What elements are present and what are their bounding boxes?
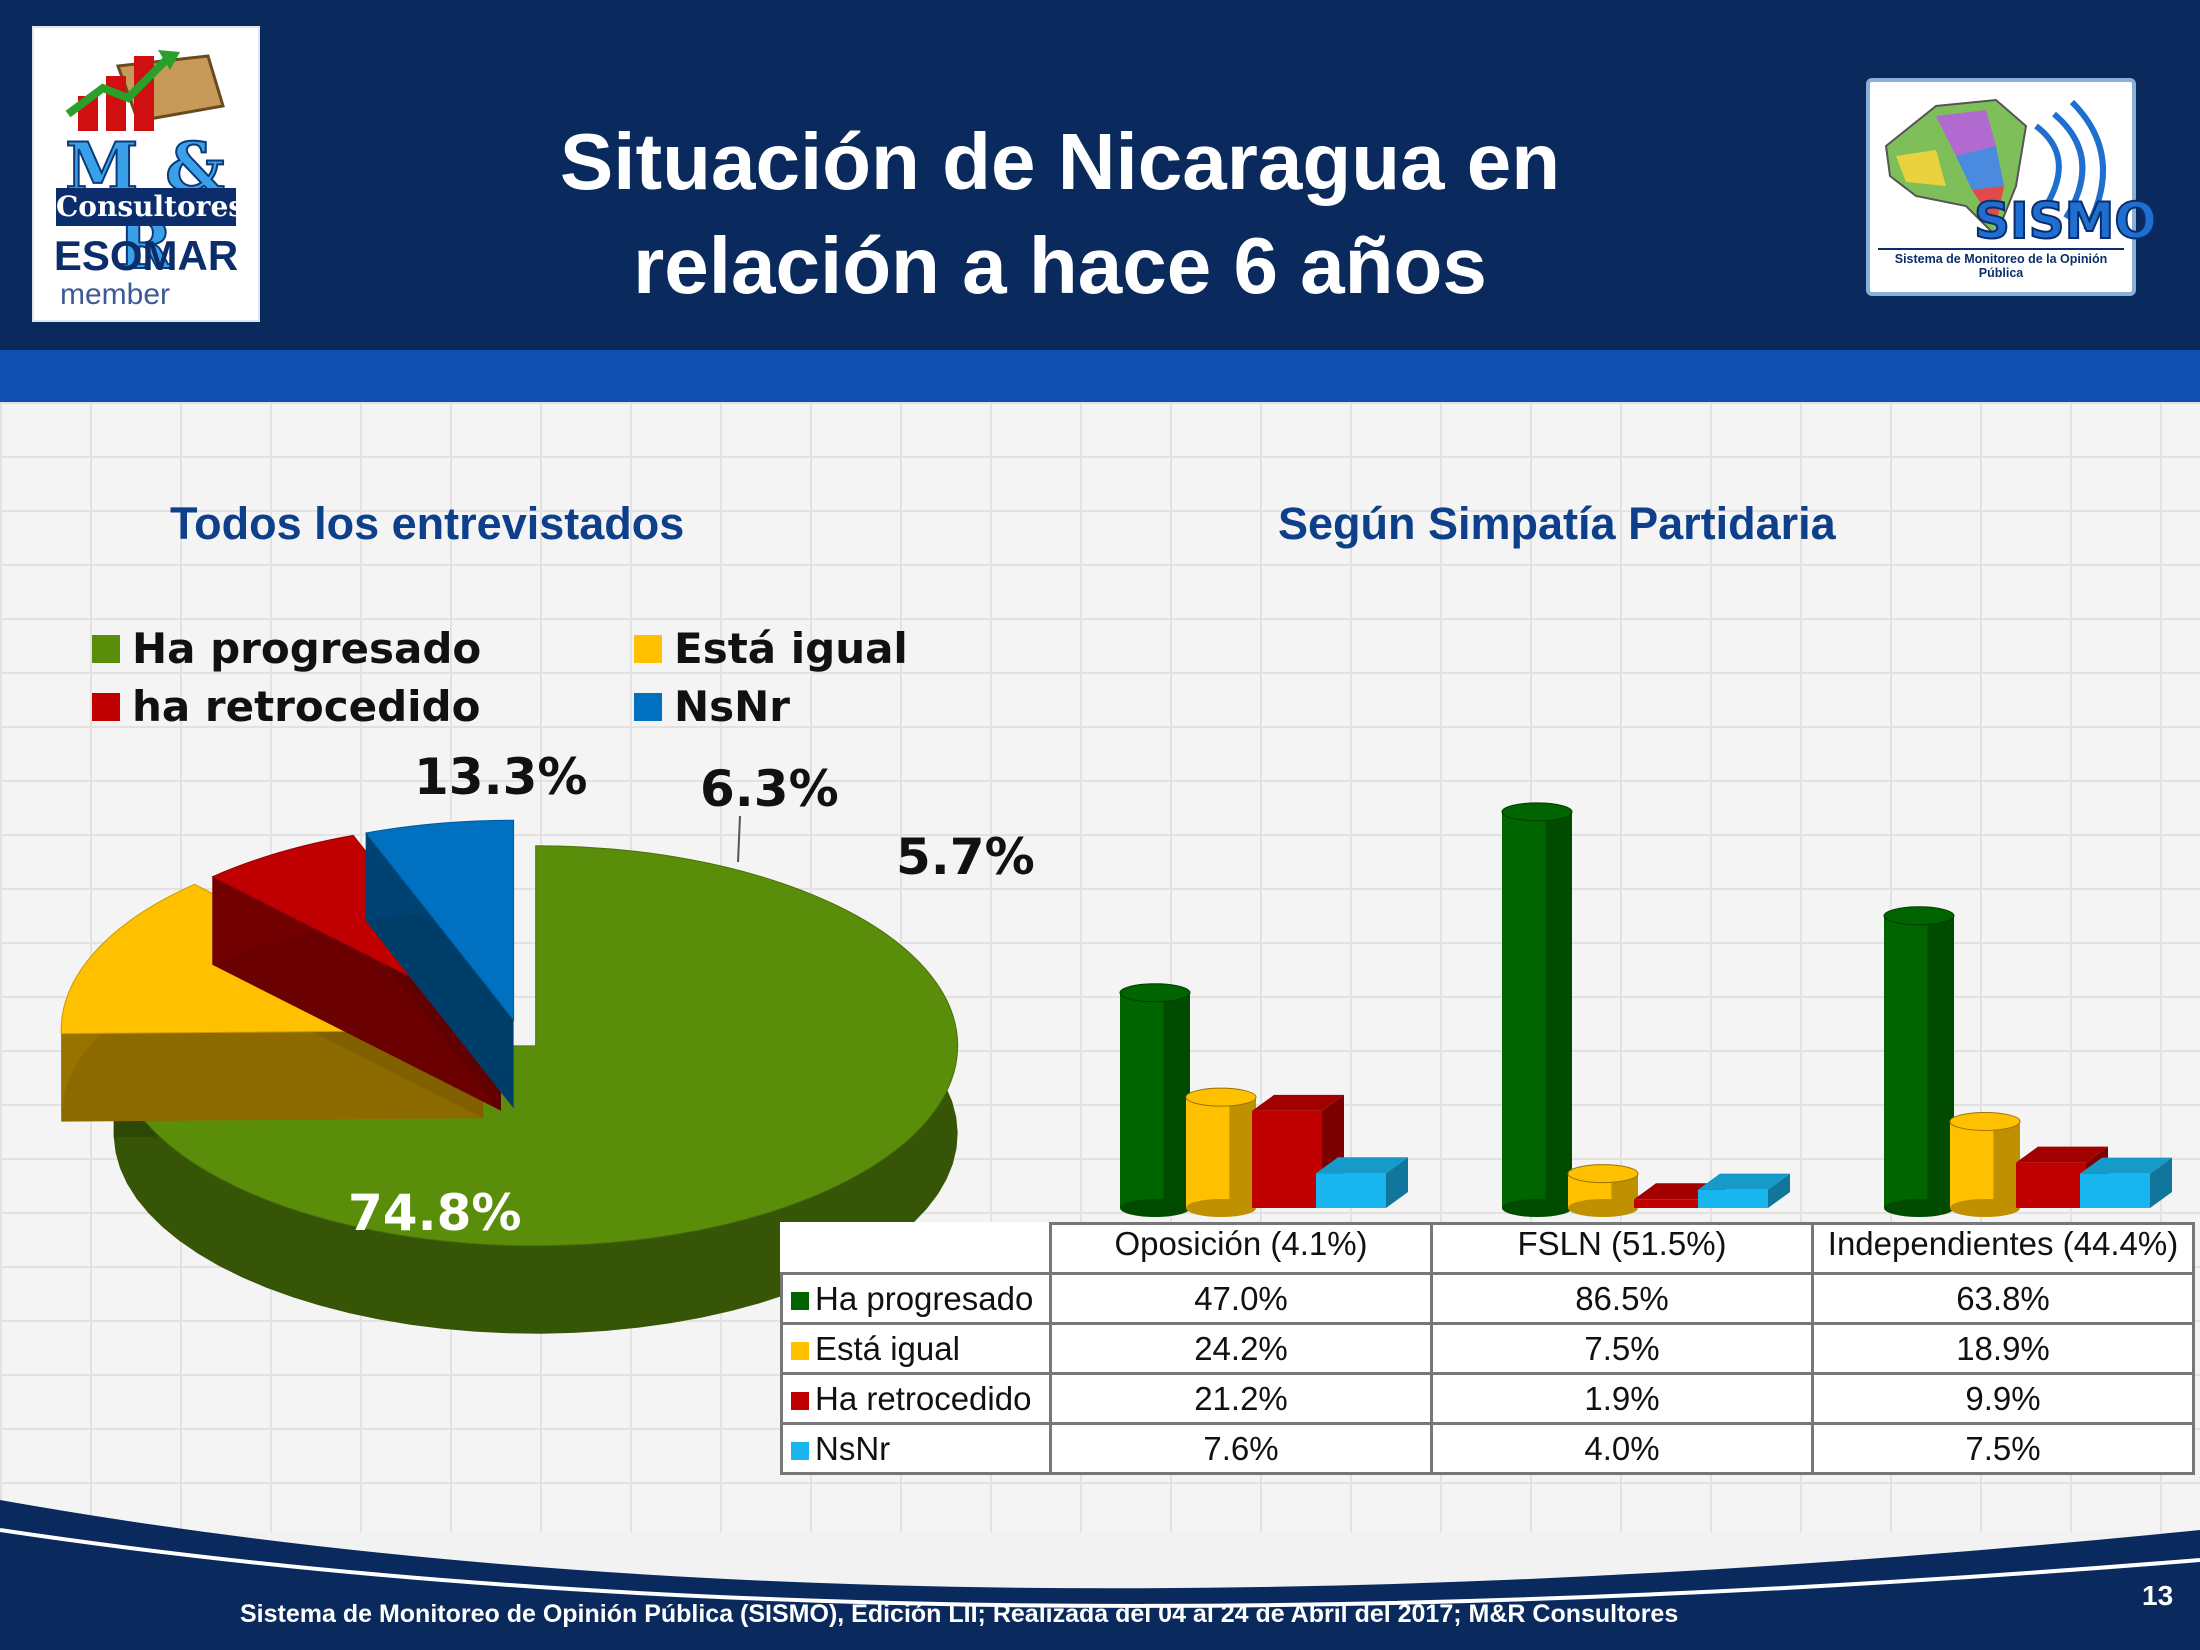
row-label-igual: Está igual bbox=[780, 1322, 1052, 1375]
chart-arrow-icon bbox=[65, 50, 225, 131]
legend-label: Está igual bbox=[674, 624, 908, 673]
consultores-logo-text: Consultores bbox=[56, 188, 244, 226]
header-band bbox=[0, 0, 2200, 350]
bar-nsnr-2 bbox=[2080, 1157, 2172, 1208]
table-row: Ha retrocedido 21.2% 1.9% 9.9% bbox=[780, 1372, 2195, 1425]
legend-label: ha retrocedido bbox=[132, 682, 481, 731]
bar-retrocedido-0 bbox=[1252, 1094, 1344, 1208]
row-label-progresado: Ha progresado bbox=[780, 1272, 1052, 1325]
pie-legend-progresado: Ha progresado bbox=[92, 624, 481, 673]
legend-swatch bbox=[92, 692, 120, 721]
pie-legend-retrocedido: ha retrocedido bbox=[92, 682, 480, 731]
table-cell: 86.5% bbox=[1430, 1272, 1814, 1325]
table-corner bbox=[781, 1223, 1052, 1275]
bar-nsnr-1 bbox=[1698, 1173, 1790, 1208]
row-label-text: NsNr bbox=[815, 1429, 891, 1467]
table-row: Está igual 24.2% 7.5% 18.9% bbox=[780, 1322, 2195, 1375]
bar-chart-title: Según Simpatía Partidaria bbox=[1278, 498, 1836, 549]
pie-leader-line bbox=[737, 816, 741, 863]
pie-legend-nsnr: NsNr bbox=[634, 682, 790, 731]
column-header-oposicion: Oposición (4.1%) bbox=[1049, 1222, 1433, 1275]
sismo-logo-subtitle: Sistema de Monitoreo de la Opinión Públi… bbox=[1878, 248, 2124, 280]
nicaragua-map-icon bbox=[1884, 98, 2106, 238]
bar-data-table: Oposición (4.1%) FSLN (51.5%) Independie… bbox=[780, 1222, 2195, 1475]
bar-chart bbox=[1119, 802, 2172, 1217]
bar-progresado-2 bbox=[1883, 906, 1955, 1217]
table-cell: 21.2% bbox=[1049, 1372, 1433, 1425]
series-swatch bbox=[791, 1291, 809, 1310]
table-cell: 9.9% bbox=[1811, 1372, 2195, 1425]
pie-chart bbox=[60, 819, 959, 1334]
table-cell: 4.0% bbox=[1430, 1422, 1814, 1475]
row-label-text: Está igual bbox=[815, 1329, 960, 1367]
legend-label: NsNr bbox=[674, 682, 791, 731]
table-cell: 47.0% bbox=[1049, 1272, 1433, 1325]
table-cell: 7.6% bbox=[1049, 1422, 1433, 1475]
pie-label-igual: 13.3% bbox=[414, 748, 588, 806]
pie-slice-nsnr bbox=[364, 819, 515, 1109]
row-label-text: Ha progresado bbox=[815, 1279, 1034, 1317]
table-cell: 1.9% bbox=[1430, 1372, 1814, 1425]
page-number: 13 bbox=[2142, 1580, 2174, 1611]
table-row: NsNr 7.6% 4.0% 7.5% bbox=[780, 1422, 2195, 1475]
row-label-text: Ha retrocedido bbox=[815, 1379, 1032, 1417]
legend-label: Ha progresado bbox=[132, 624, 482, 673]
column-header-independientes: Independientes (44.4%) bbox=[1811, 1222, 2195, 1275]
table-cell: 18.9% bbox=[1811, 1322, 2195, 1375]
bar-progresado-1 bbox=[1501, 802, 1573, 1217]
table-cell: 24.2% bbox=[1049, 1322, 1433, 1375]
title-line-2: relación a hace 6 años bbox=[633, 221, 1487, 310]
member-logo-text: member bbox=[60, 278, 171, 311]
bar-nsnr-0 bbox=[1316, 1157, 1408, 1208]
bar-igual-2 bbox=[1949, 1111, 2021, 1217]
legend-swatch bbox=[634, 692, 662, 721]
esomar-logo-text: ESOMAR bbox=[53, 232, 239, 279]
series-swatch bbox=[791, 1391, 809, 1410]
legend-swatch bbox=[92, 634, 120, 663]
bar-igual-1 bbox=[1567, 1164, 1639, 1217]
pie-legend-igual: Está igual bbox=[634, 624, 908, 673]
pie-label-retrocedido: 6.3% bbox=[700, 760, 839, 818]
title-line-1: Situación de Nicaragua en bbox=[559, 117, 1561, 206]
bar-progresado-0 bbox=[1119, 983, 1191, 1217]
sismo-logo: SISMO Sistema de Monitoreo de la Opinión… bbox=[1866, 78, 2158, 296]
pie-chart-title: Todos los entrevistados bbox=[170, 498, 685, 549]
pie-label-progresado: 74.8% bbox=[348, 1184, 522, 1242]
footer-source: Sistema de Monitoreo de Opinión Pública … bbox=[240, 1600, 1679, 1628]
bar-retrocedido-2 bbox=[2016, 1146, 2108, 1208]
series-swatch bbox=[791, 1441, 809, 1460]
slide-title: Situación de Nicaragua en relación a hac… bbox=[400, 110, 1720, 318]
table-cell: 7.5% bbox=[1430, 1322, 1814, 1375]
table-row: Ha progresado 47.0% 86.5% 63.8% bbox=[780, 1272, 2195, 1325]
table-header-row: Oposición (4.1%) FSLN (51.5%) Independie… bbox=[781, 1222, 2195, 1275]
legend-swatch bbox=[634, 634, 662, 663]
column-header-fsln: FSLN (51.5%) bbox=[1430, 1222, 1814, 1275]
table-cell: 63.8% bbox=[1811, 1272, 2195, 1325]
footer-wave bbox=[0, 1500, 2200, 1650]
bar-igual-0 bbox=[1185, 1087, 1257, 1217]
header-stripe bbox=[0, 350, 2200, 402]
pie-label-nsnr: 5.7% bbox=[896, 828, 1035, 886]
row-label-retrocedido: Ha retrocedido bbox=[780, 1372, 1052, 1425]
series-swatch bbox=[791, 1341, 809, 1360]
table-cell: 7.5% bbox=[1811, 1422, 2195, 1475]
sismo-logo-text: SISMO bbox=[1973, 191, 2158, 251]
row-label-nsnr: NsNr bbox=[780, 1422, 1052, 1475]
mr-consultores-logo: M & R Consultores ESOMAR member bbox=[32, 26, 260, 322]
